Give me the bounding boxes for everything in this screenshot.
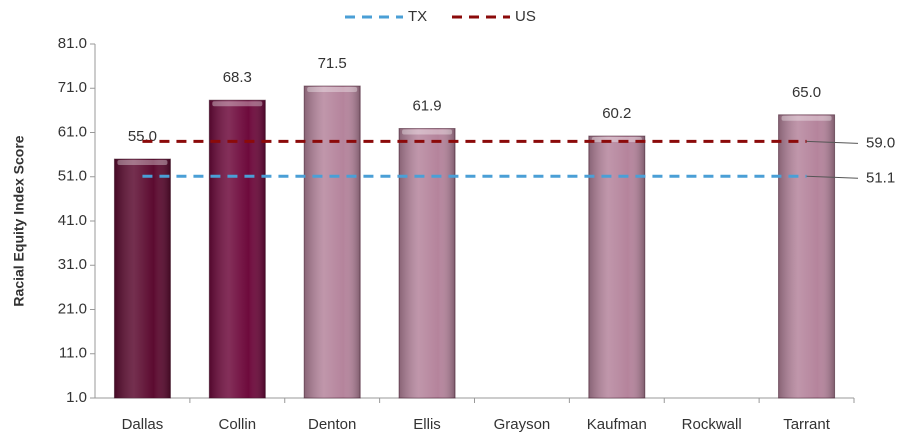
bar-top (212, 101, 263, 107)
x-tick-label: Dallas (122, 416, 164, 433)
x-tick-label: Tarrant (783, 416, 831, 433)
x-tick-label: Collin (219, 416, 257, 433)
x-tick-label: Denton (308, 416, 356, 433)
legend-label: US (515, 8, 536, 25)
value-label: 60.2 (602, 105, 631, 122)
bar-shine (114, 159, 171, 398)
y-tick-label: 61.0 (58, 123, 87, 140)
bar-top (117, 160, 168, 166)
bar-top (591, 137, 642, 143)
y-tick-label: 51.0 (58, 168, 87, 185)
y-tick-label: 31.0 (58, 256, 87, 273)
bar-shine (304, 86, 361, 398)
reference-label: 59.0 (866, 134, 895, 151)
reference-label: 51.1 (866, 169, 895, 186)
value-label: 65.0 (792, 84, 821, 101)
y-tick-label: 1.0 (66, 389, 87, 406)
x-tick-label: Grayson (494, 416, 551, 433)
y-tick-label: 11.0 (59, 345, 87, 362)
bar-top (781, 115, 832, 121)
x-tick-label: Rockwall (682, 416, 742, 433)
value-label: 68.3 (223, 69, 252, 86)
y-tick-label: 41.0 (58, 212, 87, 229)
y-axis-title: Racial Equity Index Score (11, 135, 27, 306)
bar-shine (778, 114, 835, 399)
bar-top (307, 87, 358, 93)
y-tick-label: 81.0 (58, 35, 87, 52)
y-tick-label: 21.0 (58, 300, 87, 317)
y-tick-label: 71.0 (58, 79, 87, 96)
leader-line (806, 175, 859, 179)
bar-shine (209, 100, 266, 398)
bar-top (402, 129, 453, 135)
leader-line (806, 140, 859, 144)
bar-shine (588, 136, 645, 399)
bar-shine (399, 128, 456, 398)
x-tick-label: Kaufman (587, 416, 647, 433)
value-label: 61.9 (412, 97, 441, 114)
x-tick-label: Ellis (413, 416, 441, 433)
value-label: 71.5 (318, 55, 347, 72)
legend-label: TX (408, 8, 427, 25)
